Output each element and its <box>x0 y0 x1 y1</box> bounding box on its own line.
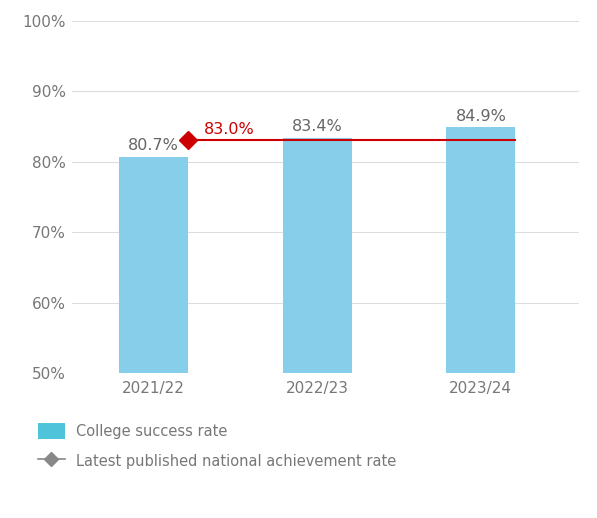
Bar <box>283 138 352 518</box>
Text: 84.9%: 84.9% <box>456 109 506 124</box>
Legend: College success rate, Latest published national achievement rate: College success rate, Latest published n… <box>38 423 396 469</box>
Text: 83.0%: 83.0% <box>204 122 255 137</box>
Bar <box>447 127 515 518</box>
Text: 80.7%: 80.7% <box>128 138 179 153</box>
Text: 83.4%: 83.4% <box>292 119 343 134</box>
Bar <box>119 156 188 518</box>
